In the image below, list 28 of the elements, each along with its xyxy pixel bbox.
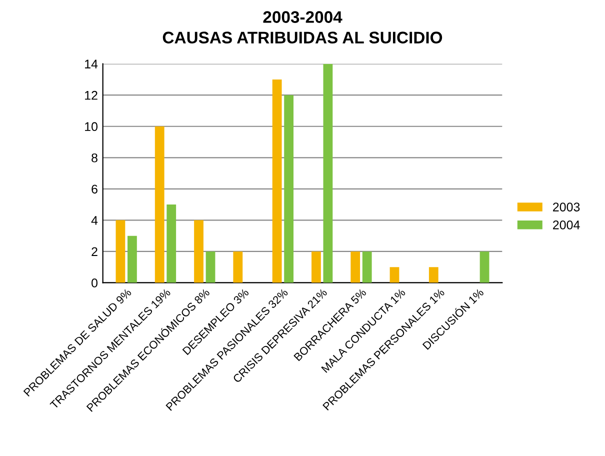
y-tick-label: 12	[85, 90, 98, 100]
bar	[284, 95, 294, 283]
bar	[312, 251, 321, 283]
bar	[480, 251, 490, 283]
bar	[194, 220, 204, 283]
bar	[272, 79, 282, 283]
bar	[390, 267, 400, 283]
bar	[206, 251, 216, 283]
bar	[350, 251, 360, 283]
bar	[166, 204, 176, 283]
y-tick-label: 2	[92, 247, 98, 256]
chart-title: 2003-2004	[263, 11, 342, 23]
y-tick-label: 4	[91, 216, 98, 225]
chart-subtitle: CAUSAS ATRIBUIDAS AL SUICIDIO	[162, 32, 442, 44]
y-tick-label: 10	[85, 122, 98, 132]
bar	[323, 64, 333, 283]
legend-label: 2004	[553, 220, 580, 230]
bar	[128, 236, 137, 283]
legend-label: 2003	[553, 202, 580, 212]
bar	[428, 267, 438, 283]
bar	[362, 251, 372, 283]
y-tick-label: 6	[92, 184, 98, 194]
bar	[116, 220, 126, 283]
y-tick-label: 8	[92, 153, 98, 162]
bar	[233, 251, 243, 283]
y-tick-label: 0	[92, 278, 98, 288]
y-tick-label: 14	[85, 60, 98, 68]
bar	[154, 126, 164, 283]
